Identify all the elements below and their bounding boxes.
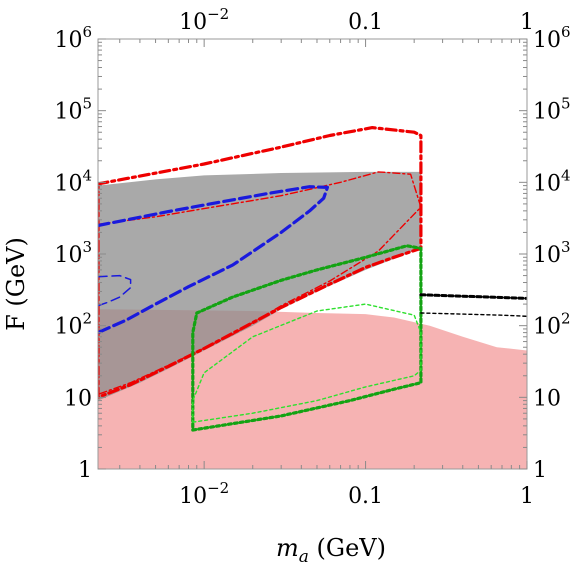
contour-line-0 (98, 126, 423, 399)
x-axis-title: ma (GeV) (276, 534, 386, 567)
y-tick-label-left: 1 (78, 458, 92, 483)
y-tick-label-left: 106 (54, 23, 92, 53)
x-tick-label-bottom: 10−2 (179, 479, 229, 509)
contour-line-1 (98, 171, 422, 396)
y-tick-label-right: 106 (533, 23, 571, 53)
contour-lines (98, 126, 527, 432)
y-tick-label-left: 104 (54, 166, 92, 196)
y-tick-label-right: 103 (533, 238, 571, 268)
y-tick-label-left: 102 (54, 310, 92, 340)
y-tick-label-left: 10 (64, 386, 92, 411)
axis-ticks (98, 38, 528, 470)
y-tick-label-left: 105 (54, 95, 92, 125)
contour-line-5 (192, 303, 422, 423)
contour-line-3 (98, 274, 132, 307)
y-tick-label-right: 10 (533, 386, 561, 411)
x-tick-label-top: 0.1 (348, 10, 383, 35)
x-tick-label-top: 1 (520, 10, 534, 35)
contour-line-7 (420, 312, 527, 317)
contour-line-2 (98, 185, 329, 335)
contour-line-6 (419, 293, 527, 300)
y-tick-label-right: 105 (533, 95, 571, 125)
y-tick-label-right: 1 (533, 458, 547, 483)
y-tick-label-right: 104 (533, 166, 571, 196)
x-tick-label-top: 10−2 (179, 5, 229, 35)
x-tick-label-bottom: 0.1 (348, 484, 383, 509)
y-tick-label-left: 103 (54, 238, 92, 268)
contour-line-4 (191, 244, 423, 432)
y-axis-title: F (GeV) (2, 237, 30, 331)
filled-regions (98, 171, 527, 469)
x-tick-label-bottom: 1 (520, 484, 534, 509)
y-tick-label-right: 102 (533, 310, 571, 340)
